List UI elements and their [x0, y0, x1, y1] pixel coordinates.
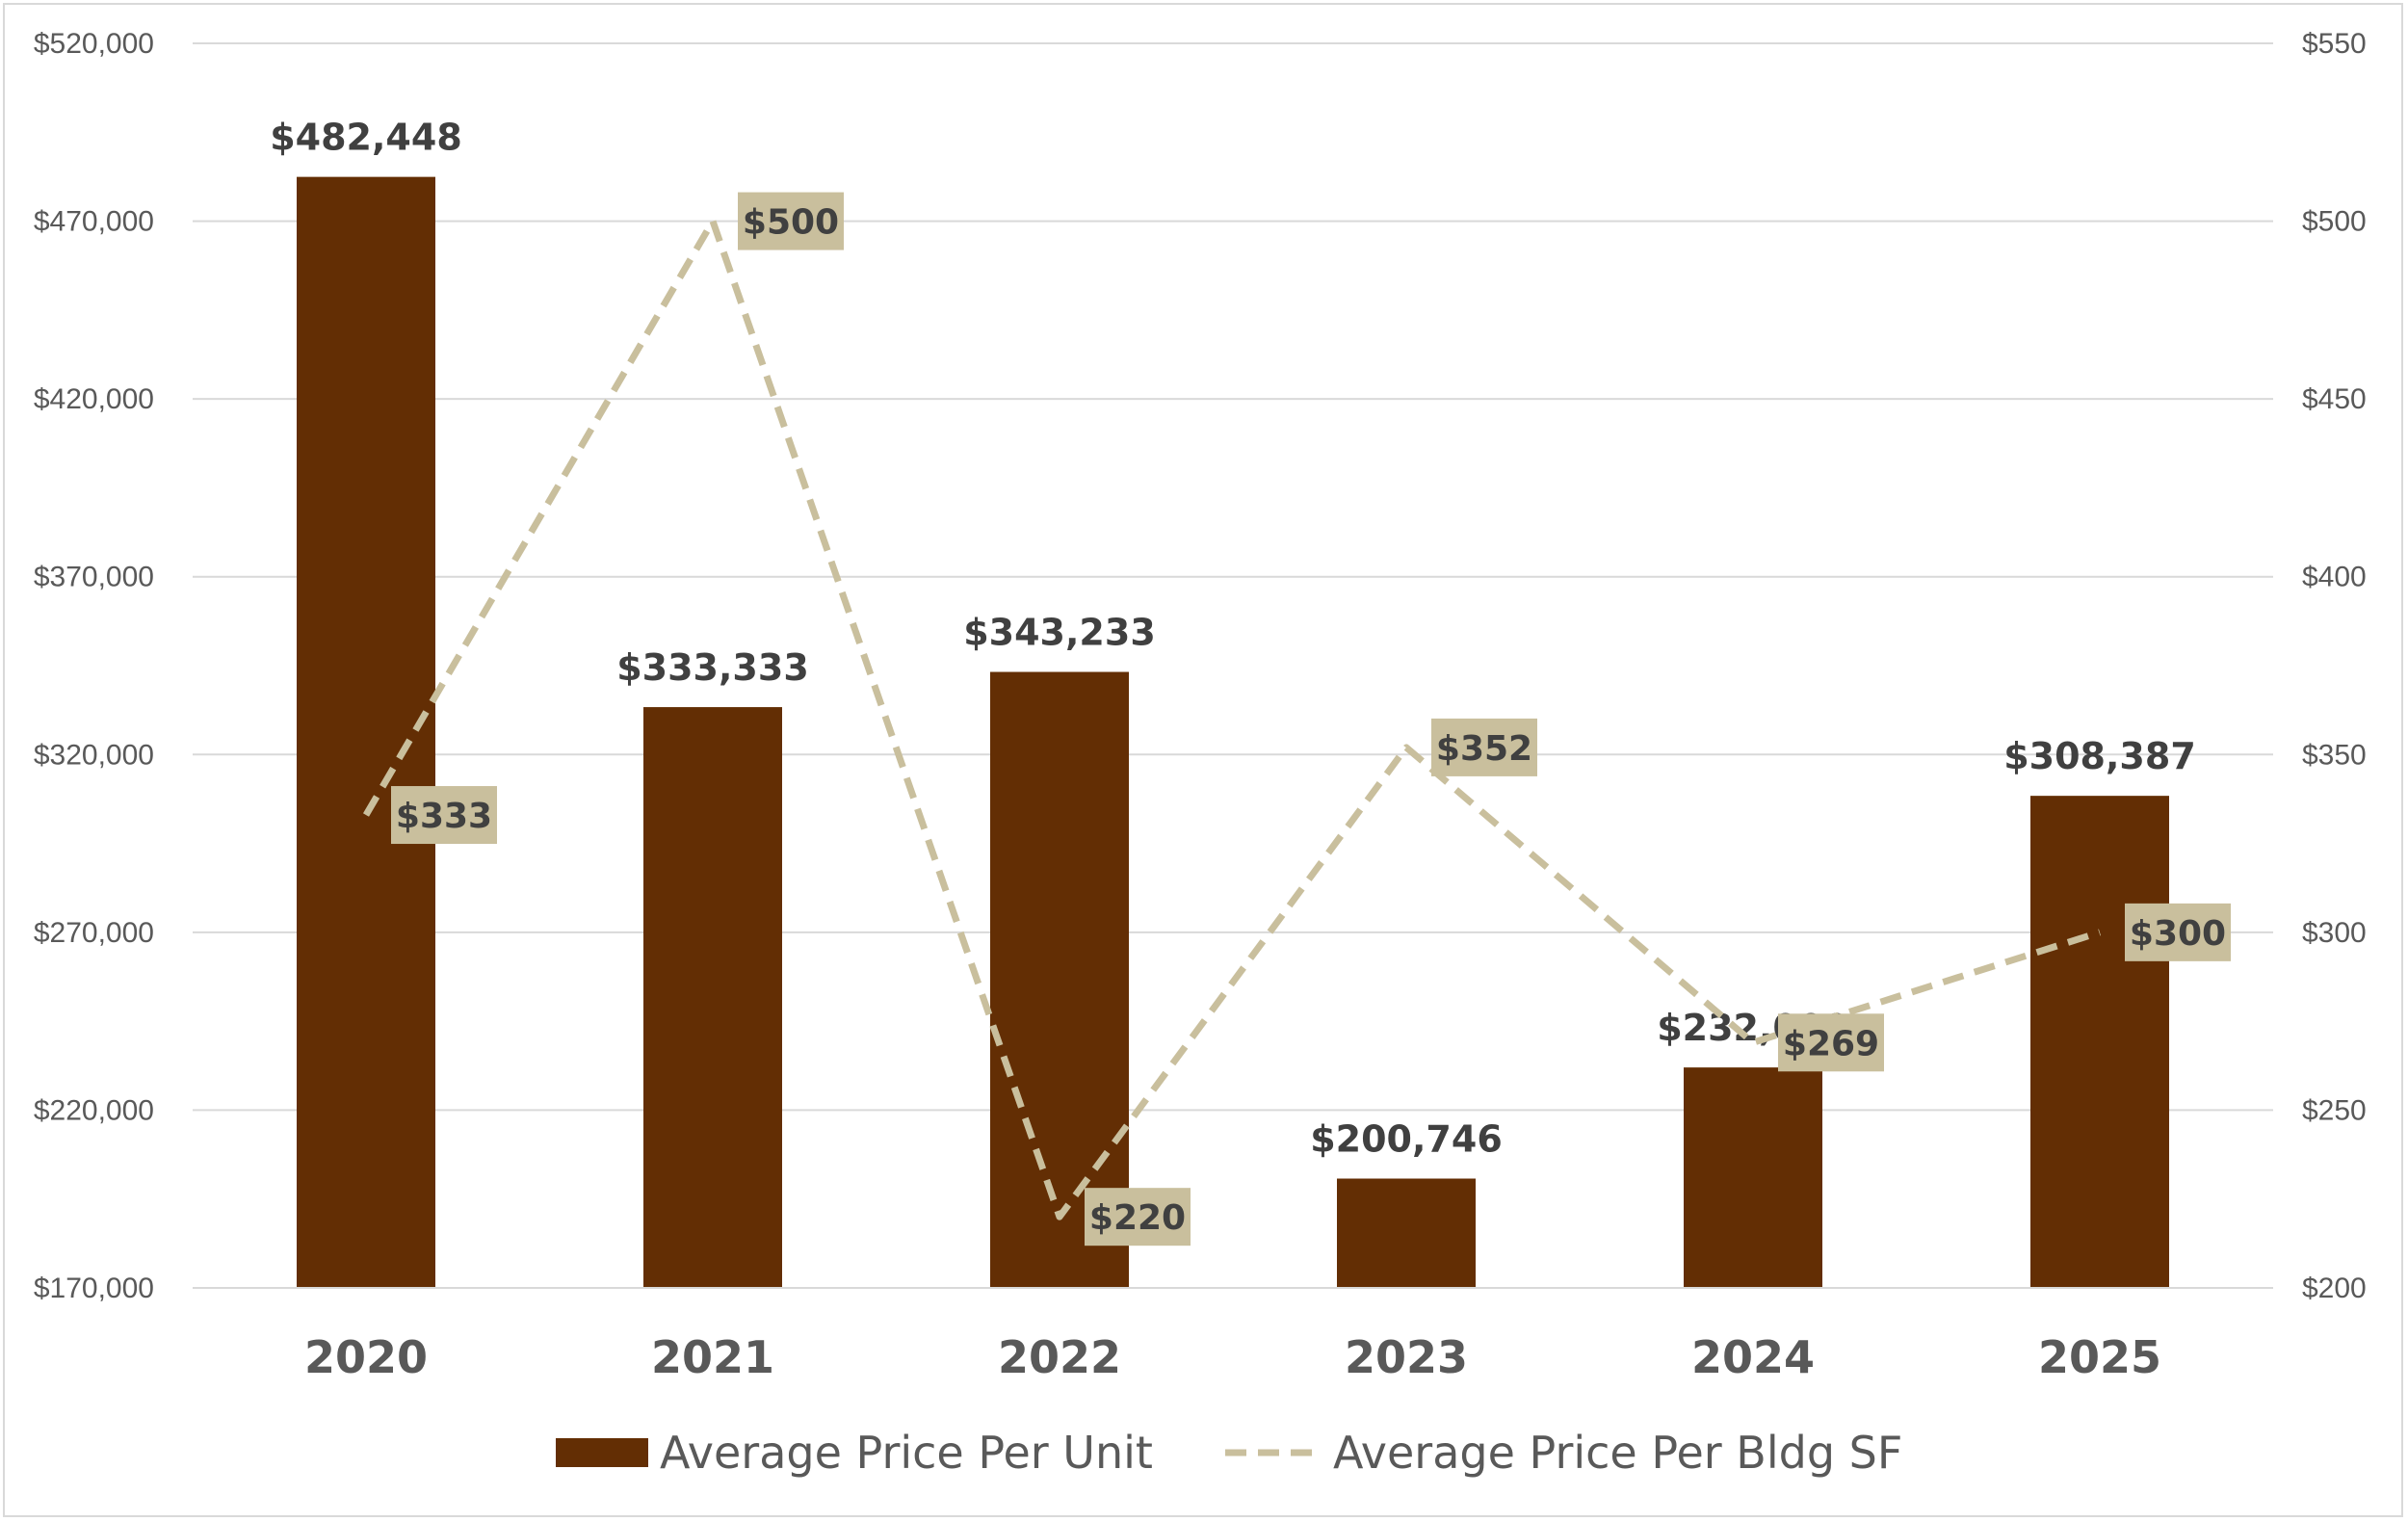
legend: Average Price Per Unit Average Price Per … — [556, 1427, 1902, 1479]
bar-2021 — [643, 707, 782, 1288]
y-right-tick-label: $550 — [2302, 28, 2367, 60]
bar-2020 — [297, 176, 435, 1289]
bar-2023 — [1337, 1178, 1476, 1288]
line-label-box-2023 — [1431, 718, 1537, 776]
y-right-tick-label: $500 — [2302, 206, 2367, 238]
line-label-box-2020 — [391, 786, 497, 845]
legend-label-line: Average Price Per Bldg SF — [1333, 1427, 1902, 1479]
line-label-2022: $220 — [1089, 1198, 1186, 1238]
y-axis-right: $550 $500 $450 $400 $350 $300 $250 $200 — [2302, 28, 2367, 1304]
bar-2022 — [990, 671, 1129, 1288]
y-left-tick-label: $270,000 — [34, 917, 154, 949]
y-left-tick-label: $420,000 — [34, 383, 154, 415]
line-label-2020: $333 — [396, 797, 492, 836]
y-right-tick-label: $400 — [2302, 562, 2367, 593]
y-right-tick-label: $250 — [2302, 1094, 2367, 1126]
line-label-box-2025 — [2125, 903, 2231, 961]
x-tick-label: 2025 — [2038, 1331, 2161, 1383]
y-left-tick-label: $470,000 — [34, 206, 154, 238]
y-left-tick-label: $520,000 — [34, 28, 154, 60]
y-left-tick-label: $320,000 — [34, 739, 154, 771]
bar-label-2020: $482,448 — [270, 117, 462, 159]
bar-label-2023: $200,746 — [1310, 1118, 1503, 1161]
legend-label-bar: Average Price Per Unit — [660, 1427, 1153, 1479]
y-left-tick-label: $170,000 — [34, 1273, 154, 1304]
bar-2024 — [1684, 1067, 1822, 1288]
x-tick-label: 2023 — [1345, 1331, 1468, 1383]
bar-label-2025: $308,387 — [2003, 735, 2196, 777]
line-label-box-2022 — [1085, 1188, 1191, 1246]
x-tick-label: 2020 — [304, 1331, 428, 1383]
bars-average-price-per-unit — [297, 176, 2169, 1289]
y-axis-left: $520,000 $470,000 $420,000 $370,000 $320,000… — [34, 28, 154, 1304]
bar-label-2021: $333,333 — [616, 646, 809, 689]
legend-swatch-bar — [556, 1438, 648, 1467]
y-right-tick-label: $350 — [2302, 739, 2367, 771]
line-label-2021: $500 — [743, 203, 839, 243]
y-right-tick-label: $300 — [2302, 917, 2367, 949]
line-label-box-2021 — [738, 192, 844, 250]
bar-2025 — [2030, 796, 2169, 1288]
x-tick-label: 2021 — [651, 1331, 774, 1383]
line-data-labels: $333 $500 $220 $352 $269 $300 — [391, 192, 2231, 1246]
line-label-2023: $352 — [1436, 729, 1532, 769]
line-label-2025: $300 — [2130, 914, 2226, 954]
line-series-path — [362, 218, 2102, 1220]
gridlines — [193, 42, 2273, 1289]
line-average-price-per-bldg-sf — [362, 218, 2102, 1220]
y-left-tick-label: $220,000 — [34, 1094, 154, 1126]
y-right-tick-label: $200 — [2302, 1273, 2367, 1304]
bar-data-labels: $482,448$333,333$343,233$200,746$232,000… — [270, 117, 2196, 1161]
bar-label-2022: $343,233 — [963, 612, 1156, 654]
line-label-2024: $269 — [1783, 1024, 1879, 1063]
y-left-tick-label: $370,000 — [34, 562, 154, 593]
x-axis: 2020 2021 2022 2023 2024 2025 — [193, 1287, 2273, 1383]
x-tick-label: 2022 — [998, 1331, 1121, 1383]
x-tick-label: 2024 — [1691, 1331, 1815, 1383]
y-right-tick-label: $450 — [2302, 383, 2367, 415]
line-label-box-2024 — [1778, 1013, 1884, 1072]
